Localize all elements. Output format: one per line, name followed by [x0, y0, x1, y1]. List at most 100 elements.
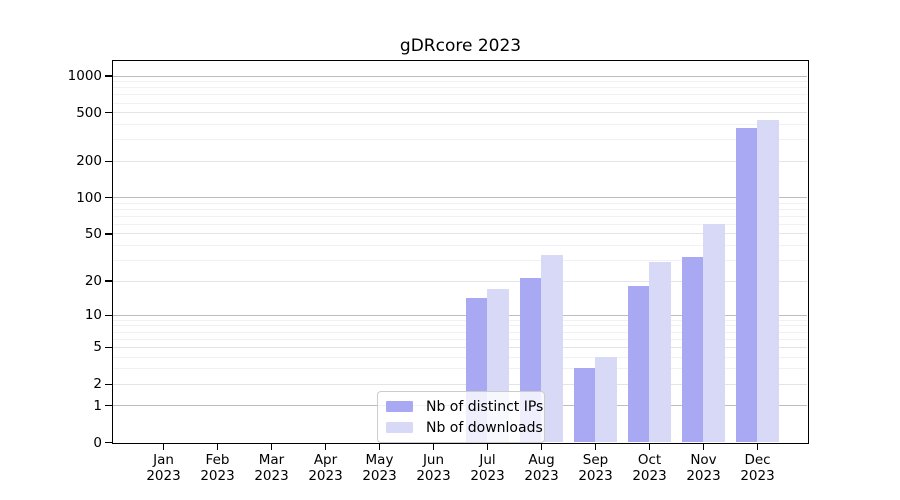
x-axis-tick [324, 444, 327, 450]
y-axis-tick-label: 0 [93, 434, 102, 451]
x-axis-tick-label: Jan 2023 [132, 452, 196, 484]
x-axis-tick [216, 444, 219, 450]
x-axis-tick-year: 2023 [740, 468, 775, 484]
y-axis-tick [105, 75, 112, 77]
y-axis-tick [105, 346, 112, 349]
x-axis-tick [270, 444, 273, 450]
bar-nb-of-distinct-ips-nov [681, 256, 703, 442]
legend: Nb of distinct IPs Nb of downloads [377, 391, 545, 443]
y-axis-tick-label: 1000 [67, 68, 102, 85]
y-axis-tick [105, 383, 112, 385]
legend-entry-downloads: Nb of downloads [386, 419, 543, 436]
gridline [113, 81, 807, 83]
gridline [113, 314, 807, 316]
gridline [113, 259, 807, 261]
x-axis-tick-year: 2023 [200, 468, 235, 484]
y-axis-tick [105, 280, 112, 282]
gridline [113, 102, 807, 104]
gridline [113, 233, 807, 235]
gridline [113, 75, 807, 77]
x-axis-tick-label: Feb 2023 [186, 452, 250, 484]
x-axis-tick [378, 444, 381, 450]
x-axis-tick-label: Jul 2023 [456, 452, 520, 484]
gridline [113, 139, 807, 141]
gridline [113, 94, 807, 96]
x-axis-tick [486, 444, 489, 450]
x-axis-tick-label: Jun 2023 [402, 452, 466, 484]
legend-label-distinct-ips: Nb of distinct IPs [426, 398, 544, 415]
x-axis-tick [540, 444, 543, 450]
x-axis-tick-label: Nov 2023 [672, 452, 736, 484]
y-axis-tick-label: 5 [93, 339, 102, 356]
gridline [113, 325, 807, 327]
chart-title: gDRcore 2023 [399, 36, 522, 56]
x-axis-tick [162, 444, 165, 450]
y-axis-tick [105, 197, 112, 199]
x-axis-tick [756, 444, 759, 450]
y-axis-tick [105, 112, 112, 114]
y-axis-tick-label: 2 [93, 376, 102, 393]
y-axis-tick [105, 441, 112, 444]
x-axis-tick-year: 2023 [416, 468, 451, 484]
y-axis-tick [105, 405, 112, 407]
gridline [113, 368, 807, 370]
gridline [113, 208, 807, 210]
x-axis-tick-label: Sep 2023 [564, 452, 628, 484]
y-axis-tick [105, 314, 112, 316]
bar-nb-of-distinct-ips-dec [735, 127, 757, 442]
x-axis-tick-year: 2023 [524, 468, 559, 484]
y-axis-tick-label: 500 [76, 104, 102, 121]
y-axis-tick-label: 1 [93, 397, 102, 414]
y-axis-tick [105, 233, 112, 235]
x-axis-tick-label: Apr 2023 [294, 452, 358, 484]
gridline [113, 319, 807, 321]
y-axis-tick-label: 100 [76, 189, 102, 206]
gridline [113, 87, 807, 89]
legend-label-downloads: Nb of downloads [426, 419, 543, 436]
gridline [113, 215, 807, 217]
gridline [113, 383, 807, 385]
bar-nb-of-distinct-ips-sep [573, 368, 595, 442]
x-axis-tick-label: Dec 2023 [726, 452, 790, 484]
gridline [113, 112, 807, 114]
gridline [113, 331, 807, 333]
x-axis-tick [432, 444, 435, 450]
x-axis-tick [594, 444, 597, 450]
bar-nb-of-downloads-nov [703, 223, 725, 442]
y-axis-tick-label: 200 [76, 153, 102, 170]
bar-nb-of-downloads-sep [595, 356, 617, 442]
bar-nb-of-downloads-dec [757, 119, 779, 442]
x-axis-tick-label: Oct 2023 [618, 452, 682, 484]
x-axis-tick-year: 2023 [578, 468, 613, 484]
gridline [113, 124, 807, 126]
y-axis-tick-label: 20 [84, 273, 102, 289]
gridline [113, 338, 807, 340]
x-axis-tick-year: 2023 [308, 468, 343, 484]
gridline [113, 223, 807, 225]
x-axis-tick-year: 2023 [146, 468, 181, 484]
x-axis-tick-year: 2023 [632, 468, 667, 484]
x-axis-tick-year: 2023 [254, 468, 289, 484]
x-axis-tick-year: 2023 [686, 468, 721, 484]
gridline [113, 280, 807, 282]
gridline [113, 356, 807, 358]
x-axis-tick [702, 444, 705, 450]
plot-area: Nb of distinct IPs Nb of downloads [112, 60, 809, 444]
x-axis-tick-label: Aug 2023 [510, 452, 574, 484]
x-axis-tick [648, 444, 651, 450]
bar-nb-of-downloads-aug [541, 254, 563, 442]
gridline [113, 346, 807, 348]
legend-swatch-downloads [386, 422, 413, 433]
legend-swatch-distinct-ips [386, 401, 413, 412]
x-axis-tick-label: Mar 2023 [240, 452, 304, 484]
gridline [113, 202, 807, 204]
gridline [113, 160, 807, 162]
plot-inner: Nb of distinct IPs Nb of downloads [113, 61, 807, 443]
legend-entry-distinct-ips: Nb of distinct IPs [386, 398, 543, 415]
y-axis-tick-label: 50 [84, 225, 102, 242]
y-axis-tick-label: 10 [84, 307, 102, 324]
x-axis-tick-label: May 2023 [348, 452, 412, 484]
gridline [113, 197, 807, 199]
x-axis-tick-year: 2023 [362, 468, 397, 484]
